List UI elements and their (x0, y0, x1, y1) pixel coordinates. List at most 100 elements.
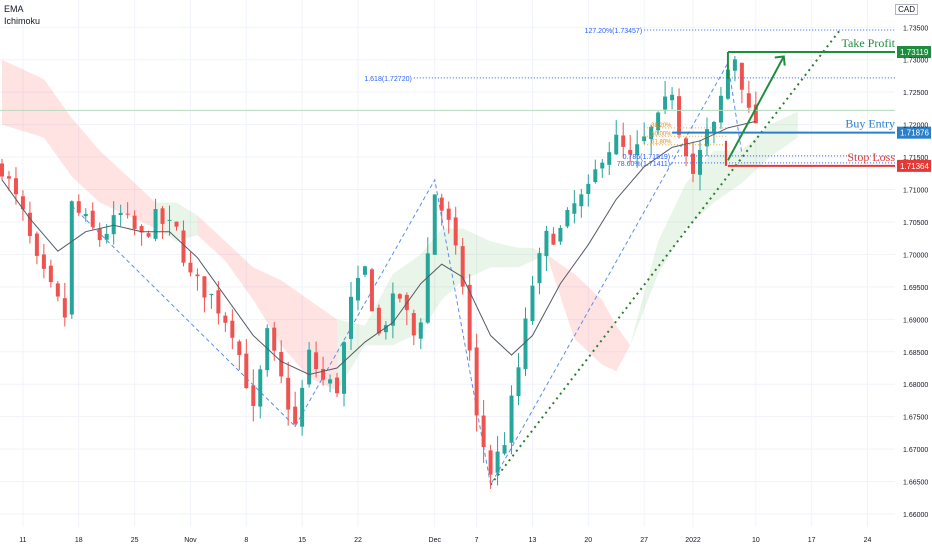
time-axis[interactable]: 11 18 25 Nov 8 15 22 Dec 7 13 20 27 2022 10 17 24 (19, 537, 871, 544)
candle-body (684, 138, 689, 156)
candle-body (34, 233, 39, 256)
candle-body (516, 367, 521, 397)
candle-body (125, 213, 130, 215)
price-tick-label: 1.68500 (903, 350, 928, 357)
candle-body (446, 208, 451, 220)
candle-body (272, 327, 277, 351)
candle-body (188, 262, 193, 273)
pattern-leg (71, 61, 743, 487)
candle-body (167, 219, 172, 221)
candle-body (132, 215, 137, 229)
time-tick-label: 18 (75, 537, 83, 544)
cloud-green (337, 228, 463, 391)
time-tick-label: 2022 (685, 537, 701, 544)
candle-body (146, 233, 151, 237)
candle-body (342, 342, 347, 394)
indicator-ema-label[interactable]: EMA (4, 4, 24, 14)
candle-body (425, 253, 430, 323)
price-tick-label: 1.67000 (903, 447, 928, 454)
candle-body (565, 210, 570, 227)
time-tick-label: 27 (640, 537, 648, 544)
candle-body (202, 276, 207, 298)
candle-body (48, 265, 53, 283)
level-tag-bg (897, 126, 931, 139)
level-name: Buy Entry (845, 117, 895, 131)
candle-body (0, 163, 4, 177)
price-tick-label: 1.69000 (903, 317, 928, 324)
candle-body (439, 197, 444, 211)
candle-body (230, 320, 235, 338)
price-tick-label: 1.67500 (903, 415, 928, 422)
candle-body (635, 144, 640, 155)
candle-body (558, 227, 563, 242)
price-tick-label: 1.68000 (903, 382, 928, 389)
fibonacci-levels: 127.20%(1.73457) 1.618(1.72720) 0.786(1.71… (364, 28, 895, 168)
candle-body (418, 322, 423, 339)
candle-body (460, 246, 465, 287)
candle-body (362, 266, 367, 275)
candle-body (118, 212, 123, 216)
harmonic-pattern (71, 61, 743, 487)
candle-body (139, 225, 144, 233)
cloud-red (546, 254, 631, 372)
candle-body (614, 134, 619, 155)
ichimoku-cloud (2, 59, 798, 391)
candle-body (314, 352, 319, 370)
candle-body (502, 445, 507, 454)
candle-body (746, 93, 751, 108)
target-arrow-head (774, 55, 786, 66)
candle-body (586, 183, 591, 194)
cloud-red (2, 59, 156, 229)
level-tag: 1.71364 (900, 162, 929, 171)
candle-body (97, 228, 102, 241)
price-tick-label: 1.71500 (903, 155, 928, 162)
fib-cluster-label: 50.00% (651, 131, 672, 137)
candle-body (537, 253, 542, 284)
time-tick-label: 7 (475, 537, 479, 544)
price-axis[interactable]: 1.73500 1.73000 1.72500 1.72000 1.71500 1.710… (903, 25, 928, 519)
price-tick-label: 1.66000 (903, 512, 928, 519)
price-tick-label: 1.72000 (903, 123, 928, 130)
fib-cluster-label: 38.20% (651, 123, 672, 129)
candle-body (76, 201, 81, 213)
time-tick-label: 17 (808, 537, 816, 544)
candle-body (711, 121, 716, 132)
candle-body (195, 274, 200, 277)
candle-body (544, 230, 549, 257)
fib-level-label: 127.20%(1.73457) (585, 28, 643, 35)
price-tick-label: 1.73500 (903, 25, 928, 32)
candles (0, 56, 758, 489)
candle-body (307, 349, 312, 385)
candle-body (663, 96, 668, 110)
currency-label: CAD (895, 4, 918, 15)
candle-body (355, 277, 360, 301)
grid (0, 0, 895, 527)
indicator-ichimoku-label[interactable]: Ichimoku (4, 16, 41, 26)
candle-body (223, 315, 228, 323)
candle-body (104, 233, 109, 240)
time-tick-label: Dec (429, 537, 442, 544)
time-tick-label: 24 (864, 537, 872, 544)
candle-body (572, 203, 577, 214)
candle-body (551, 233, 556, 245)
candle-body (432, 194, 437, 255)
candle-body (523, 318, 528, 370)
price-tick-label: 1.72500 (903, 90, 928, 97)
candle-body (20, 196, 25, 210)
level-tag-bg (897, 45, 931, 58)
cloud-red (197, 215, 338, 391)
candle-body (474, 347, 479, 416)
candle-body (509, 395, 514, 443)
candle-body (237, 341, 242, 356)
candle-body (55, 283, 60, 297)
candle-body (244, 353, 249, 389)
candle-body (328, 379, 333, 384)
candle-body (321, 368, 326, 380)
candle-body (69, 201, 74, 315)
fib-cluster-label: 61.80% (651, 140, 672, 146)
candle-body (725, 69, 730, 99)
candle-body (286, 377, 291, 410)
time-tick-label: 20 (584, 537, 592, 544)
candle-body (642, 136, 647, 142)
